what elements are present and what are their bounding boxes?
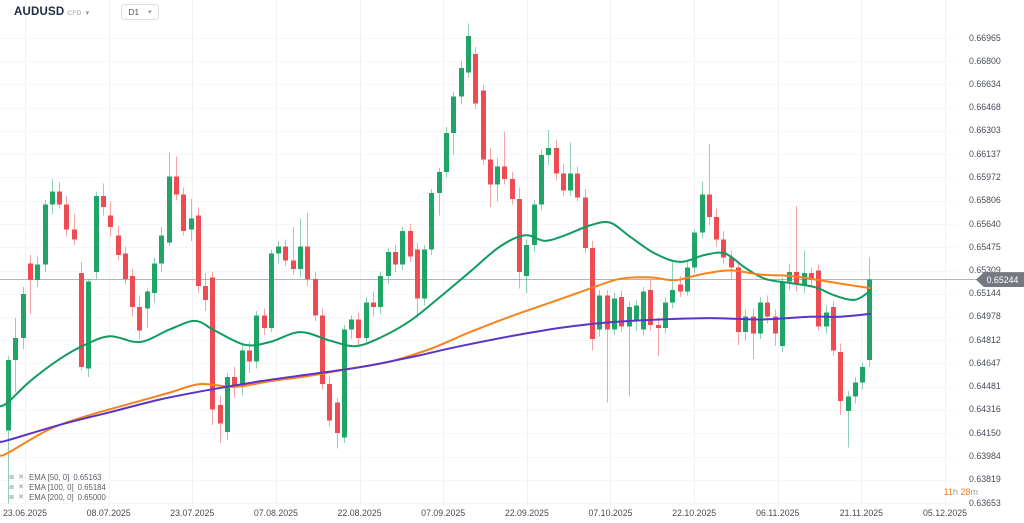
indicator-value: 0.65184: [77, 482, 106, 492]
indicator-remove-icon[interactable]: ✕: [18, 473, 24, 481]
price-axis-label: 0.64978: [969, 311, 1001, 322]
time-axis-label: 07.10.2025: [588, 508, 633, 518]
indicator-settings-icon[interactable]: ≣: [8, 493, 15, 501]
symbol-selector[interactable]: AUDUSD CFD ▾: [14, 6, 89, 18]
instrument-type-label: CFD: [67, 10, 82, 17]
current-price-value: 0.65244: [986, 274, 1019, 285]
indicator-label: EMA [100, 0]: [29, 482, 74, 492]
time-axis-label: 08.07.2025: [86, 508, 131, 518]
timeframe-label: D1: [128, 7, 140, 17]
price-axis-label: 0.64481: [969, 381, 1001, 392]
time-axis-label: 23.06.2025: [2, 508, 48, 518]
price-axis-label: 0.65144: [969, 288, 1001, 299]
indicator-value: 0.65000: [77, 492, 106, 502]
candles: [6, 23, 872, 504]
time-axis-label: 05.12.2025: [923, 508, 968, 518]
indicator-remove-icon[interactable]: ✕: [18, 483, 24, 491]
indicator-row: ≣ ✕ EMA [200, 0] 0.65000: [7, 492, 106, 502]
price-axis-label: 0.66800: [969, 55, 1001, 66]
countdown-minutes: 28: [960, 487, 971, 497]
time-axis[interactable]: 23.06.2025 08.07.2025 23.07.2025 07.08.2025…: [0, 505, 1024, 523]
price-axis-label: 0.64647: [969, 357, 1001, 368]
price-axis-label: 0.63819: [969, 474, 1001, 485]
indicator-settings-icon[interactable]: ≣: [8, 473, 15, 481]
countdown-hours: 11: [943, 487, 953, 497]
chevron-down-icon: ▾: [148, 9, 152, 16]
time-axis-label: 21.11.2025: [839, 508, 884, 518]
timeframe-select[interactable]: D1 ▾: [121, 4, 159, 20]
indicator-value: 0.65163: [73, 472, 102, 482]
candle-close-countdown: 11h 28m: [943, 487, 978, 497]
time-axis-label: 06.11.2025: [756, 508, 800, 518]
price-axis-label: 0.66468: [969, 102, 1001, 113]
ema-200-line[interactable]: [0, 312, 871, 443]
indicator-remove-icon[interactable]: ✕: [18, 493, 24, 501]
price-axis-label: 0.66303: [969, 125, 1001, 136]
price-axis-label: 0.65475: [969, 241, 1001, 252]
time-axis-label: 23.07.2025: [170, 508, 215, 518]
indicator-settings-icon[interactable]: ≣: [8, 483, 15, 491]
current-price-tag: 0.65244: [976, 272, 1024, 288]
price-axis-label: 0.63984: [969, 451, 1001, 462]
ema-100-line[interactable]: [0, 269, 871, 457]
indicator-row: ≣ ✕ EMA [100, 0] 0.65184: [7, 482, 106, 492]
price-axis-label: 0.65640: [969, 218, 1001, 229]
price-axis[interactable]: 0.66965 0.66800 0.66634 0.66468 0.66303 0.661…: [958, 0, 1024, 523]
time-axis-label: 22.08.2025: [337, 508, 382, 518]
ema-50-line[interactable]: [0, 220, 871, 408]
indicator-row: ≣ ✕ EMA [50, 0] 0.65163: [7, 472, 106, 482]
time-axis-label: 07.08.2025: [253, 508, 298, 518]
chevron-down-icon: ▾: [85, 10, 90, 17]
chart-header: AUDUSD CFD ▾ D1 ▾: [14, 4, 159, 20]
price-axis-label: 0.64812: [969, 334, 1001, 345]
time-axis-label: 22.09.2025: [504, 508, 549, 518]
price-axis-label: 0.64316: [969, 404, 1001, 415]
time-axis-label: 07.09.2025: [421, 508, 466, 518]
price-axis-label: 0.66634: [969, 78, 1001, 89]
price-axis-label: 0.64150: [969, 427, 1001, 438]
indicator-label: EMA [200, 0]: [29, 492, 74, 502]
time-axis-label: 22.10.2025: [672, 508, 717, 518]
price-axis-label: 0.66965: [969, 32, 1001, 43]
price-axis-label: 0.65806: [969, 195, 1001, 206]
symbol-label: AUDUSD: [14, 6, 65, 18]
price-axis-label: 0.63653: [969, 497, 1001, 508]
indicator-legend: ≣ ✕ EMA [50, 0] 0.65163 ≣ ✕ EMA [100, 0] 0.6518…: [7, 472, 106, 502]
price-axis-label: 0.65972: [969, 171, 1001, 182]
price-axis-label: 0.66137: [969, 148, 1001, 159]
price-axis-label: 0.65309: [969, 265, 1001, 275]
indicator-label: EMA [50, 0]: [29, 472, 70, 482]
